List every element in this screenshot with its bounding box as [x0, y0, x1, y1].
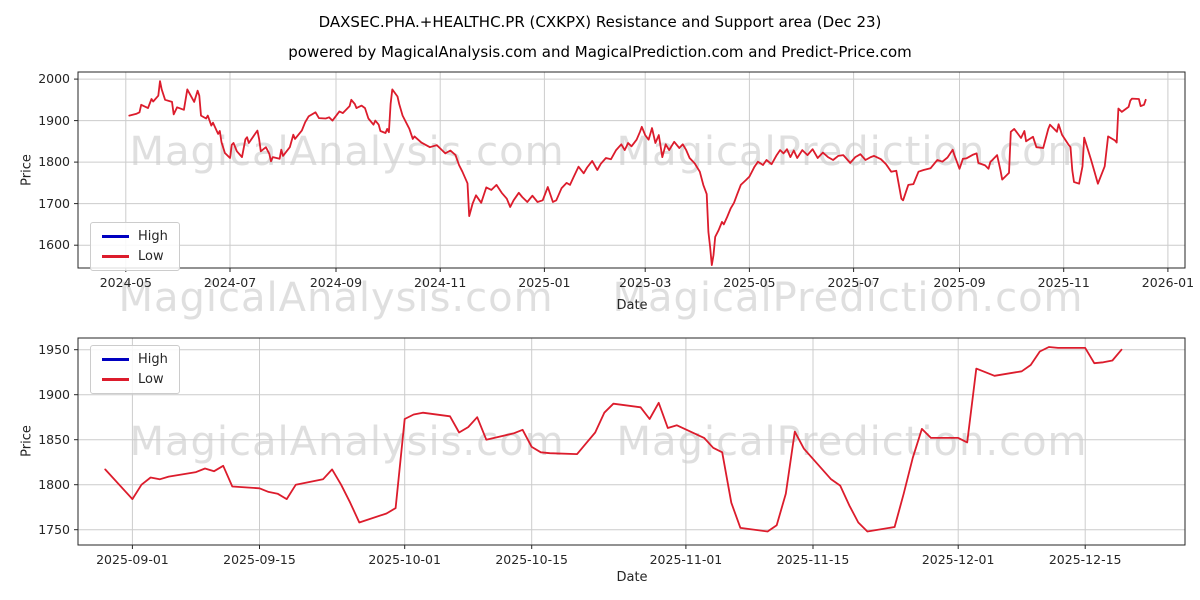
legend-low-swatch — [102, 255, 129, 258]
legend-entry-low: Low — [102, 250, 168, 263]
watermark-prediction-bottom: MagicalPrediction.com — [616, 419, 1088, 465]
legend-low-label: Low — [138, 372, 164, 387]
watermark-analysis-bottom: MagicalAnalysis.com — [129, 419, 565, 465]
top-price-axis-label: Price — [19, 154, 35, 186]
plot-frame — [77, 71, 1186, 269]
legend-high-label: High — [138, 229, 168, 244]
legend-entry-low: Low — [102, 373, 168, 386]
top-date-axis-label: Date — [616, 298, 648, 313]
bottom-chart-legend: High Low — [90, 345, 180, 394]
legend-high-swatch — [102, 358, 129, 361]
watermark-analysis-top: MagicalAnalysis.com — [129, 129, 565, 175]
bottom-date-axis-label: Date — [616, 570, 648, 585]
legend-low-label: Low — [138, 249, 164, 264]
watermark-analysis-middle: MagicalAnalysis.com — [118, 275, 554, 321]
watermark-prediction-middle: MagicalPrediction.com — [612, 275, 1084, 321]
page-title: DAXSEC.PHA.+HEALTHC.PR (CXKPX) Resistanc… — [318, 13, 882, 31]
plot-frame — [77, 337, 1186, 546]
legend-low-swatch — [102, 378, 129, 381]
figure-subtitle: powered by MagicalAnalysis.com and Magic… — [288, 43, 912, 61]
low-line — [128, 80, 1147, 267]
bottom-price-axis-label: Price — [19, 425, 35, 457]
watermark-prediction-top: MagicalPrediction.com — [616, 129, 1088, 175]
legend-entry-high: High — [102, 353, 168, 366]
top-chart-legend: High Low — [90, 222, 180, 271]
legend-high-swatch — [102, 235, 129, 238]
low-line — [104, 346, 1123, 533]
legend-high-label: High — [138, 352, 168, 367]
legend-entry-high: High — [102, 230, 168, 243]
